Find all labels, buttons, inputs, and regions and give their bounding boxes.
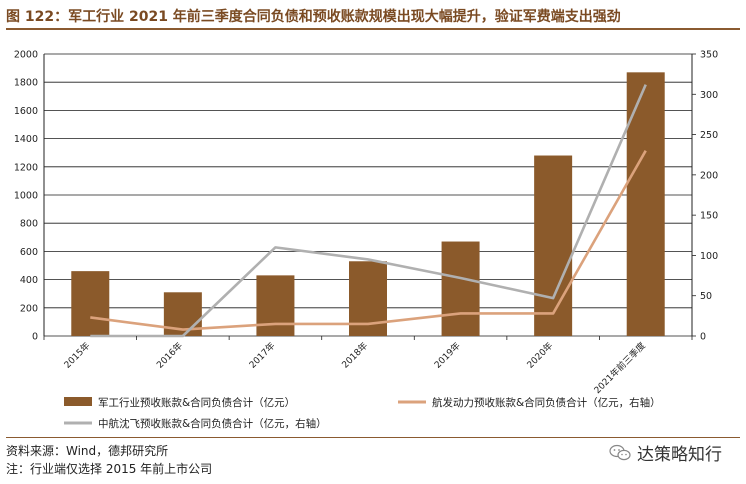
y2-tick-label: 300 [700,90,718,101]
wechat-icon [609,444,631,460]
source-note: 资料来源：Wind，德邦研究所 [6,444,169,458]
watermark: 达策略知行 [609,440,722,465]
chart: 0 200 400 600 800 1000 1200 1400 1600 1800 2000 0 5… [14,50,718,431]
x-tick-label: 2016年 [154,340,185,371]
y2-tick-label: 350 [700,50,718,61]
legend-label: 航发动力预收账款&合同负债合计（亿元，右轴） [432,396,661,409]
bar [534,155,573,336]
y-tick-label: 2000 [14,50,38,61]
y-axis-right: 0 50 100 150 200 250 300 350 [692,50,718,343]
x-tick-label: 2015年 [61,340,92,371]
y-tick-label: 200 [20,303,38,314]
legend-label: 军工行业预收账款&合同负债合计（亿元） [98,396,295,409]
y-tick-label: 600 [20,247,38,258]
y-tick-label: 1200 [14,162,38,173]
x-tick-label: 2018年 [339,340,370,371]
watermark-text: 达策略知行 [637,445,722,465]
y-tick-label: 400 [20,275,38,286]
legend-swatch [64,397,92,406]
y-axis-left: 0 200 400 600 800 1000 1200 1400 1600 1800 2000 [14,50,38,343]
y-tick-label: 1400 [14,134,38,145]
x-axis: 2015年 2016年 2017年 2018年 2019年 2020年 2021年前三季度 [43,336,693,397]
y-tick-label: 0 [32,332,38,343]
y2-tick-label: 200 [700,170,718,181]
footer-rule [6,437,740,438]
y2-tick-label: 150 [700,211,718,222]
line-series [90,84,647,338]
footnote: 注：行业端仅选择 2015 年前上市公司 [6,462,213,476]
x-tick-label: 2020年 [524,340,555,371]
bar [71,271,110,336]
y2-tick-label: 50 [700,291,712,302]
y-tick-label: 1600 [14,106,38,117]
y2-tick-label: 0 [700,332,706,343]
legend-label: 中航沈飞预收账款&合同负债合计（亿元，右轴） [98,417,327,430]
y2-tick-label: 100 [700,251,718,262]
legend: 军工行业预收账款&合同负债合计（亿元） 航发动力预收账款&合同负债合计（亿元，右轴… [64,396,661,430]
bar [441,241,480,336]
series-line [90,150,647,331]
y-tick-label: 1800 [14,78,38,89]
x-tick-label: 2019年 [432,340,463,371]
series-line [90,84,647,338]
y-tick-label: 1000 [14,191,38,202]
y-tick-label: 800 [20,219,38,230]
bars [71,72,665,336]
bar [626,72,665,336]
title-rule [6,28,740,30]
x-tick-label: 2021年前三季度 [591,340,648,397]
y2-tick-label: 250 [700,130,718,141]
bar [256,275,295,336]
figure-title: 图 122：军工行业 2021 年前三季度合同负债和预收账款规模出现大幅提升，验… [6,9,621,25]
x-tick-label: 2017年 [247,340,278,371]
